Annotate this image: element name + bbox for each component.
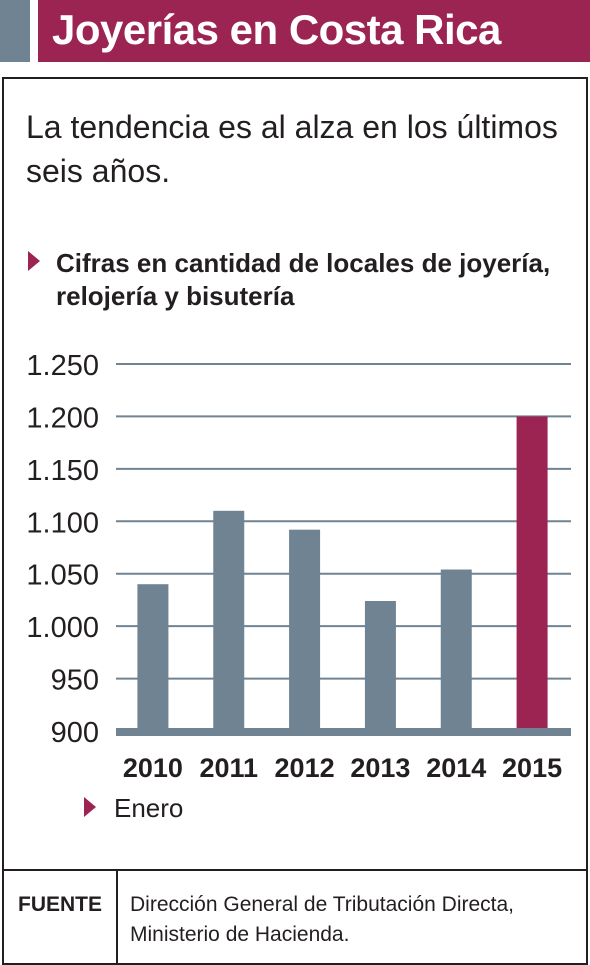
bar-2010 <box>137 584 169 731</box>
x-tick-label: 2015 <box>502 753 562 779</box>
x-tick-label: 2014 <box>426 753 486 779</box>
y-tick-label: 1.050 <box>26 560 99 592</box>
caption-triangle-icon <box>28 251 40 271</box>
footer-divider <box>116 871 118 965</box>
source-label: FUENTE <box>18 893 102 916</box>
bar-chart: 900 950 1.000 1.050 1.100 1.150 1.200 1.250 2010… <box>26 350 571 779</box>
page-title: Joyerías en Costa Rica <box>52 6 501 53</box>
bar-2014 <box>440 569 472 731</box>
header-accent-block <box>0 0 30 62</box>
x-tick-label: 2010 <box>123 753 183 779</box>
header-band: Joyerías en Costa Rica <box>38 0 590 62</box>
y-tick-label: 900 <box>51 717 99 749</box>
source-text-line-2: Ministerio de Hacienda. <box>130 923 350 946</box>
bar-2013 <box>364 600 396 731</box>
source-text-line-1: Dirección General de Tributación Directa… <box>130 893 515 916</box>
subtitle: La tendencia es al alza en los últimos s… <box>26 109 558 189</box>
bar-2011 <box>213 510 245 731</box>
legend-triangle-icon <box>84 797 96 817</box>
bar-2012 <box>289 529 321 731</box>
x-tick-label: 2011 <box>199 753 258 779</box>
x-axis-baseline <box>116 728 571 736</box>
chart-note: Enero <box>114 793 184 823</box>
infographic-card: La tendencia es al alza en los últimos s… <box>2 77 588 965</box>
chart-caption: Cifras en cantidad de locales de joyería… <box>56 248 551 311</box>
y-tick-label: 1.250 <box>26 350 99 382</box>
y-tick-label: 1.100 <box>26 507 99 539</box>
x-tick-label: 2013 <box>350 753 410 779</box>
bar-2015 <box>516 416 548 731</box>
y-tick-label: 1.150 <box>26 455 99 487</box>
y-tick-label: 950 <box>51 665 99 697</box>
y-tick-label: 1.000 <box>26 612 99 644</box>
x-tick-label: 2012 <box>275 753 335 779</box>
y-tick-label: 1.200 <box>26 402 99 434</box>
source-footer: FUENTE Dirección General de Tributación … <box>4 869 586 965</box>
